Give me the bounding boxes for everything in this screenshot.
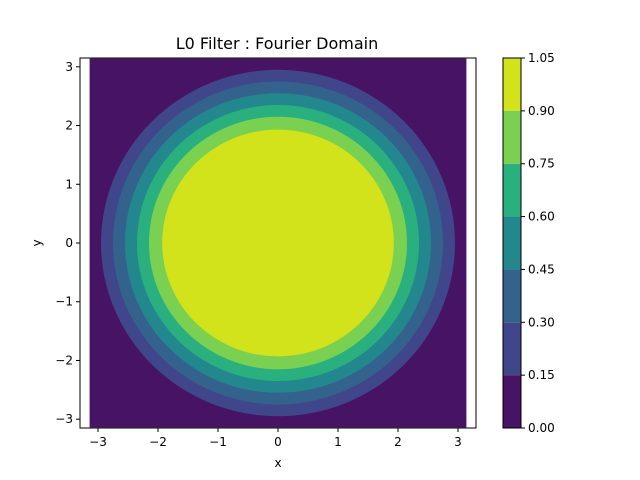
x-tick-label: −3: [89, 435, 107, 449]
y-axis-label: y: [30, 239, 44, 246]
x-tick-label: 3: [454, 435, 462, 449]
colorbar-band-2: [503, 269, 521, 323]
colorbar-tick-label: 0.75: [528, 157, 555, 171]
chart-title: L0 Filter : Fourier Domain: [176, 34, 379, 53]
y-tick-label: 1: [65, 177, 73, 191]
x-axis: −3 −2 −1 0 1 2 3: [89, 428, 462, 449]
x-axis-label: x: [274, 456, 281, 470]
colorbar-band-3: [503, 216, 521, 270]
colorbar-frame: [502, 57, 522, 429]
colorbar-ticks: 0.00 0.15 0.30 0.45 0.60 0.75 0.90 1.05: [521, 51, 555, 435]
colorbar-band-4: [503, 163, 521, 217]
x-tick-label: −1: [209, 435, 227, 449]
colorbar-band-6: [503, 58, 521, 111]
y-tick-label: 0: [65, 236, 73, 250]
colorbar-band-1: [503, 322, 521, 376]
x-tick-label: 2: [394, 435, 402, 449]
colorbar: 0.00 0.15 0.30 0.45 0.60 0.75 0.90 1.05: [502, 51, 555, 435]
plot-area: [79, 57, 477, 429]
colorbar-tick-label: 0.60: [528, 210, 555, 224]
y-tick-label: −2: [55, 353, 73, 367]
y-tick-label: −1: [55, 295, 73, 309]
colorbar-tick-label: 0.90: [528, 104, 555, 118]
x-tick-label: 0: [274, 435, 282, 449]
colorbar-tick-label: 0.15: [528, 368, 555, 382]
y-tick-label: −3: [55, 412, 73, 426]
x-tick-label: 1: [334, 435, 342, 449]
colorbar-tick-label: 1.05: [528, 51, 555, 65]
colorbar-band-0: [503, 375, 521, 428]
colorbar-tick-label: 0.00: [528, 421, 555, 435]
colorbar-band-5: [503, 110, 521, 164]
y-tick-label: 3: [65, 60, 73, 74]
y-axis: −3 −2 −1 0 1 2 3: [55, 60, 80, 426]
colorbar-bands: [503, 58, 521, 428]
colorbar-tick-label: 0.30: [528, 315, 555, 329]
x-tick-label: −2: [149, 435, 167, 449]
contour-band-6: [162, 129, 394, 357]
colorbar-tick-label: 0.45: [528, 262, 555, 276]
y-tick-label: 2: [65, 119, 73, 133]
contour-layer: [89, 58, 467, 428]
